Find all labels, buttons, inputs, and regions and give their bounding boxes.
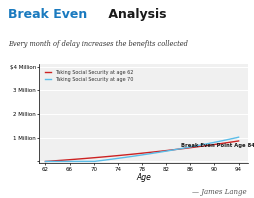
Text: — James Lange: — James Lange xyxy=(192,188,246,196)
X-axis label: Age: Age xyxy=(136,173,151,182)
Text: Break Even Point Age 84: Break Even Point Age 84 xyxy=(181,143,254,148)
Legend: Taking Social Security at age 62, Taking Social Security at age 70: Taking Social Security at age 62, Taking… xyxy=(44,69,134,83)
Text: Break Even: Break Even xyxy=(8,8,87,21)
Text: Every month of delay increases the benefits collected: Every month of delay increases the benef… xyxy=(8,40,187,48)
Text: Analysis: Analysis xyxy=(104,8,167,21)
